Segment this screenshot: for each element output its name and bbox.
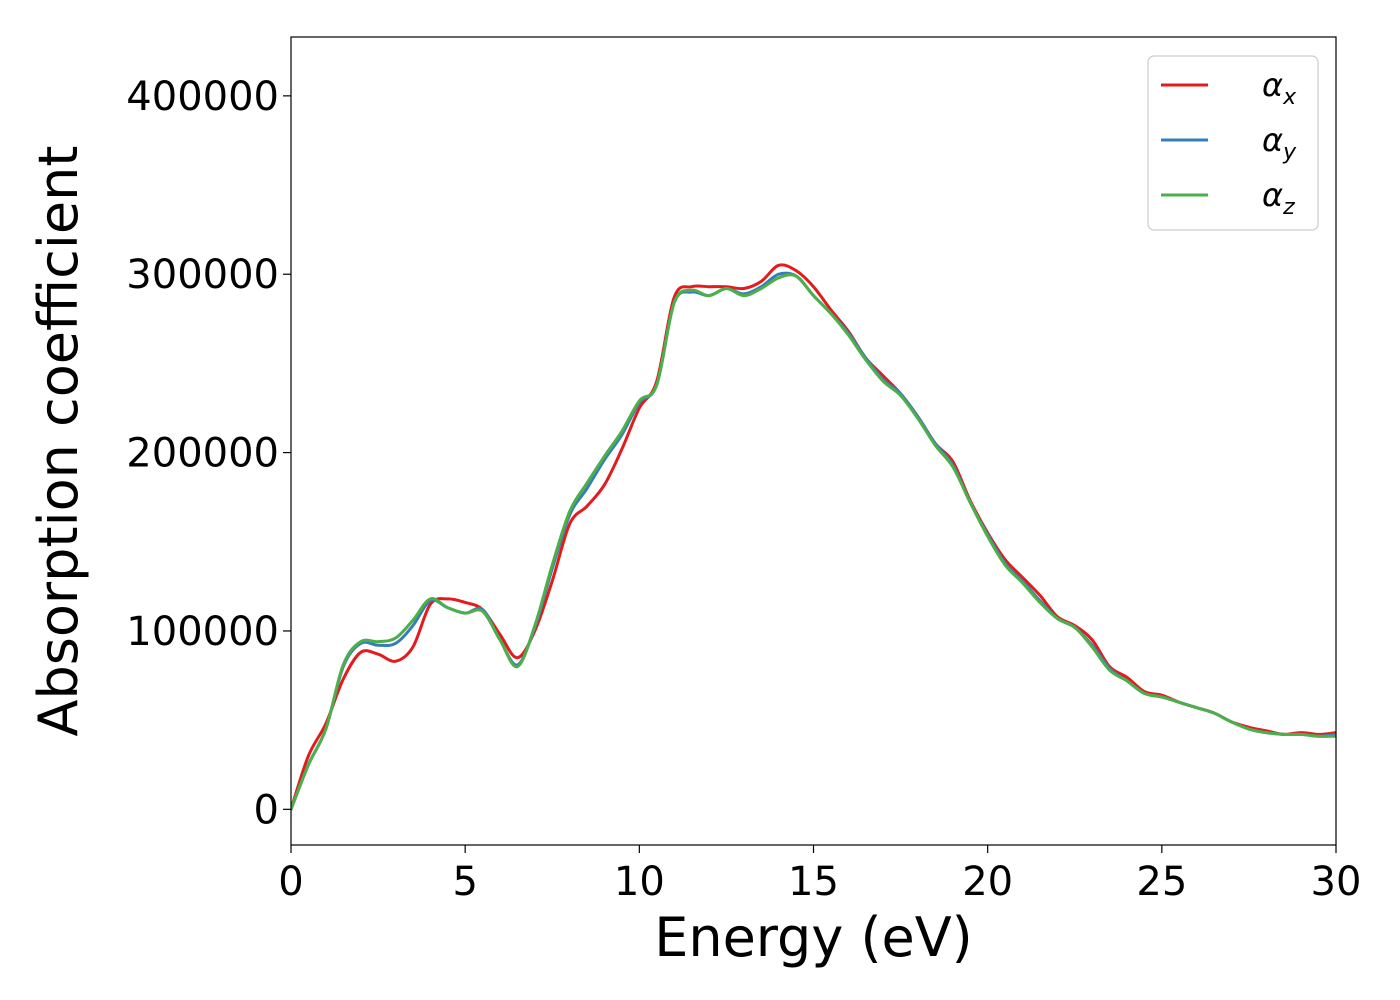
y-tick-label: 0 (254, 787, 279, 833)
y-tick-label: 200000 (126, 431, 279, 477)
y-axis-label: Absorption coefficient (27, 146, 90, 737)
x-tick-label: 0 (278, 859, 303, 905)
legend-label-y: αy (1262, 121, 1297, 165)
y-tick-label: 400000 (126, 74, 279, 120)
legend-label-x: αx (1262, 66, 1297, 110)
x-tick-label: 5 (452, 859, 477, 905)
series-layer (291, 263, 1336, 811)
y-tick-label: 300000 (126, 252, 279, 298)
x-axis-label: Energy (eV) (654, 906, 973, 969)
x-tick-label: 15 (788, 859, 839, 905)
x-tick-label: 20 (962, 859, 1013, 905)
series-line-x (291, 263, 1336, 811)
y-axis: 0 100000 200000 300000 400000 (126, 74, 291, 833)
x-tick-label: 25 (1136, 859, 1187, 905)
legend-box (1147, 55, 1319, 231)
series-line-z (291, 273, 1336, 811)
legend: αx αy αz (1147, 55, 1319, 231)
x-axis: 0 5 10 15 20 25 30 (278, 845, 1361, 905)
x-tick-label: 10 (614, 859, 665, 905)
legend-label-z: αz (1262, 176, 1295, 220)
x-tick-label: 30 (1311, 859, 1362, 905)
y-tick-label: 100000 (126, 609, 279, 655)
